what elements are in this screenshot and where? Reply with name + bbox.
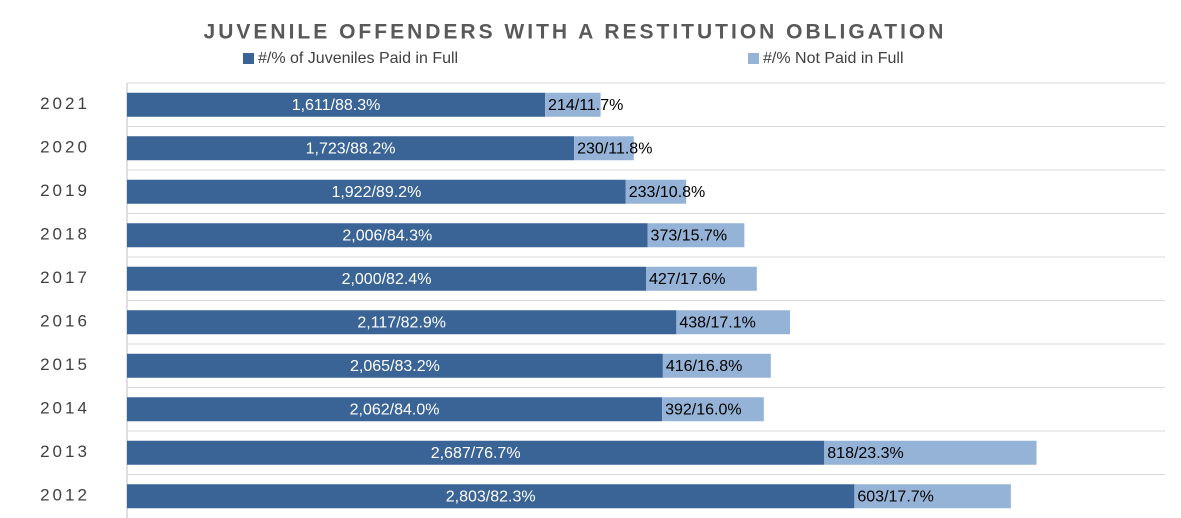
bar-segment bbox=[545, 92, 601, 117]
bar-segment bbox=[662, 397, 764, 422]
data-label: 230/11.8% bbox=[577, 140, 652, 157]
y-tick-label: 2021 bbox=[40, 94, 90, 113]
data-label: 818/23.3% bbox=[827, 445, 904, 462]
data-label: 2,687/76.7% bbox=[431, 445, 521, 462]
data-label: 233/10.8% bbox=[629, 184, 706, 201]
data-label: 427/17.6% bbox=[649, 271, 726, 288]
bar-segment bbox=[127, 353, 663, 378]
bar-segment bbox=[127, 310, 677, 335]
bar-segment bbox=[574, 136, 634, 161]
legend-label: #/% of Juveniles Paid in Full bbox=[258, 50, 458, 67]
data-label: 2,117/82.9% bbox=[357, 314, 446, 331]
y-tick-label: 2015 bbox=[40, 355, 90, 374]
bar-segment bbox=[824, 440, 1037, 465]
bar-segment bbox=[127, 223, 648, 248]
data-label: 1,611/88.3% bbox=[292, 97, 381, 114]
data-label: 1,922/89.2% bbox=[331, 184, 421, 201]
y-tick-label: 2019 bbox=[40, 181, 90, 200]
bar-segment bbox=[127, 266, 646, 291]
bar-segment bbox=[854, 484, 1011, 509]
data-label: 392/16.0% bbox=[665, 401, 742, 418]
data-label: 438/17.1% bbox=[679, 314, 756, 331]
data-label: 416/16.8% bbox=[666, 358, 743, 375]
y-tick-label: 2013 bbox=[40, 442, 90, 461]
data-label: 2,000/82.4% bbox=[342, 271, 432, 288]
bar-segment bbox=[127, 92, 546, 117]
bar-segment bbox=[127, 179, 626, 204]
y-tick-label: 2020 bbox=[40, 138, 90, 157]
y-tick-label: 2012 bbox=[40, 486, 90, 505]
y-tick-label: 2016 bbox=[40, 312, 90, 331]
bar-segment bbox=[676, 310, 791, 335]
bar-segment bbox=[662, 353, 771, 378]
data-label: 373/15.7% bbox=[651, 227, 728, 244]
data-label: 1,723/88.2% bbox=[306, 140, 396, 157]
data-label: 2,803/82.3% bbox=[446, 488, 536, 505]
legend-swatch bbox=[243, 53, 254, 64]
legend-label: #/% Not Paid in Full bbox=[763, 50, 904, 67]
bar-segment bbox=[127, 440, 825, 465]
legend-swatch bbox=[748, 53, 759, 64]
bar-segment bbox=[127, 136, 575, 161]
y-tick-label: 2017 bbox=[40, 268, 90, 287]
y-tick-label: 2018 bbox=[40, 225, 90, 244]
bar-segment bbox=[647, 223, 745, 248]
bar-segment bbox=[127, 397, 663, 422]
bar-segment bbox=[625, 179, 687, 204]
y-tick-label: 2014 bbox=[40, 399, 90, 418]
data-label: 2,065/83.2% bbox=[350, 358, 440, 375]
chart-title: JUVENILE OFFENDERS WITH A RESTITUTION OB… bbox=[204, 21, 947, 44]
data-label: 603/17.7% bbox=[857, 488, 934, 505]
bar-segment bbox=[646, 266, 757, 291]
bar-segment bbox=[127, 484, 855, 509]
data-label: 214/11.7% bbox=[548, 97, 623, 114]
data-label: 2,062/84.0% bbox=[350, 401, 440, 418]
data-label: 2,006/84.3% bbox=[342, 227, 432, 244]
